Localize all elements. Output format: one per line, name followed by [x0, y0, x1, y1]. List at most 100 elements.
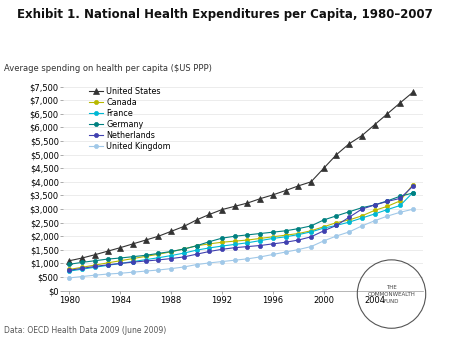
- Canada: [207, 242, 212, 246]
- Germany: [67, 262, 72, 266]
- Canada: [308, 229, 314, 233]
- United States: [92, 253, 98, 257]
- Netherlands: [346, 215, 352, 219]
- United States: [245, 201, 250, 205]
- United States: [105, 249, 110, 253]
- United Kingdom: [359, 224, 364, 228]
- Netherlands: [207, 249, 212, 254]
- Netherlands: [156, 258, 161, 262]
- United Kingdom: [219, 260, 225, 264]
- Netherlands: [105, 263, 110, 267]
- Canada: [283, 233, 288, 237]
- Netherlands: [194, 252, 199, 256]
- United States: [207, 213, 212, 217]
- Germany: [359, 206, 364, 210]
- Canada: [168, 250, 174, 254]
- Netherlands: [257, 243, 263, 247]
- Netherlands: [296, 238, 301, 242]
- United States: [308, 180, 314, 184]
- Germany: [219, 236, 225, 240]
- United States: [130, 242, 135, 246]
- France: [156, 256, 161, 260]
- Germany: [372, 203, 378, 207]
- United Kingdom: [143, 269, 148, 273]
- Netherlands: [283, 240, 288, 244]
- France: [385, 208, 390, 212]
- United States: [321, 166, 327, 170]
- Text: Data: OECD Health Data 2009 (June 2009): Data: OECD Health Data 2009 (June 2009): [4, 325, 167, 335]
- Canada: [270, 235, 275, 239]
- United Kingdom: [232, 258, 238, 262]
- United States: [168, 229, 174, 233]
- United Kingdom: [130, 270, 135, 274]
- United States: [283, 189, 288, 193]
- Canada: [372, 208, 378, 212]
- Canada: [359, 214, 364, 218]
- Netherlands: [67, 268, 72, 272]
- Canada: [143, 255, 148, 259]
- Canada: [232, 239, 238, 243]
- Germany: [397, 194, 403, 198]
- France: [334, 223, 339, 227]
- Canada: [117, 259, 123, 263]
- France: [194, 248, 199, 252]
- United States: [181, 224, 187, 228]
- Netherlands: [181, 255, 187, 259]
- France: [410, 191, 415, 195]
- United States: [270, 193, 275, 197]
- France: [67, 269, 72, 273]
- Germany: [257, 232, 263, 236]
- Canada: [397, 199, 403, 203]
- United States: [194, 218, 199, 222]
- Canada: [92, 263, 98, 267]
- Netherlands: [410, 184, 415, 188]
- United Kingdom: [245, 257, 250, 261]
- Netherlands: [117, 261, 123, 265]
- France: [296, 233, 301, 237]
- France: [207, 246, 212, 250]
- United Kingdom: [117, 271, 123, 275]
- Germany: [156, 251, 161, 256]
- United Kingdom: [207, 261, 212, 265]
- Canada: [257, 236, 263, 240]
- Canada: [156, 252, 161, 256]
- United Kingdom: [257, 255, 263, 259]
- Netherlands: [359, 207, 364, 211]
- Germany: [410, 191, 415, 195]
- France: [92, 265, 98, 269]
- France: [219, 244, 225, 248]
- Canada: [321, 225, 327, 229]
- United Kingdom: [92, 273, 98, 277]
- France: [270, 236, 275, 240]
- United Kingdom: [296, 247, 301, 251]
- United Kingdom: [105, 272, 110, 276]
- France: [168, 254, 174, 258]
- United Kingdom: [372, 219, 378, 223]
- United States: [296, 184, 301, 188]
- United Kingdom: [397, 210, 403, 214]
- France: [372, 212, 378, 216]
- France: [105, 263, 110, 267]
- United States: [385, 112, 390, 116]
- France: [130, 260, 135, 264]
- United States: [346, 142, 352, 146]
- United Kingdom: [79, 274, 85, 279]
- United Kingdom: [385, 214, 390, 218]
- Line: United States: United States: [67, 90, 416, 264]
- Line: Netherlands: Netherlands: [68, 184, 415, 272]
- Line: France: France: [68, 191, 415, 273]
- Netherlands: [385, 199, 390, 203]
- Canada: [194, 244, 199, 248]
- Germany: [168, 249, 174, 254]
- France: [79, 267, 85, 271]
- Germany: [385, 199, 390, 203]
- Germany: [308, 224, 314, 228]
- United States: [372, 123, 378, 127]
- United Kingdom: [181, 265, 187, 269]
- Germany: [232, 234, 238, 238]
- United Kingdom: [410, 207, 415, 211]
- France: [232, 242, 238, 246]
- Germany: [245, 233, 250, 237]
- Germany: [117, 256, 123, 260]
- France: [283, 235, 288, 239]
